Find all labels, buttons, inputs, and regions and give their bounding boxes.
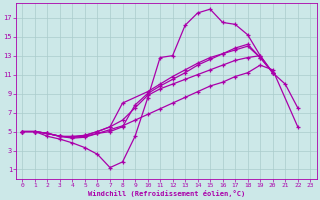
- X-axis label: Windchill (Refroidissement éolien,°C): Windchill (Refroidissement éolien,°C): [88, 190, 245, 197]
